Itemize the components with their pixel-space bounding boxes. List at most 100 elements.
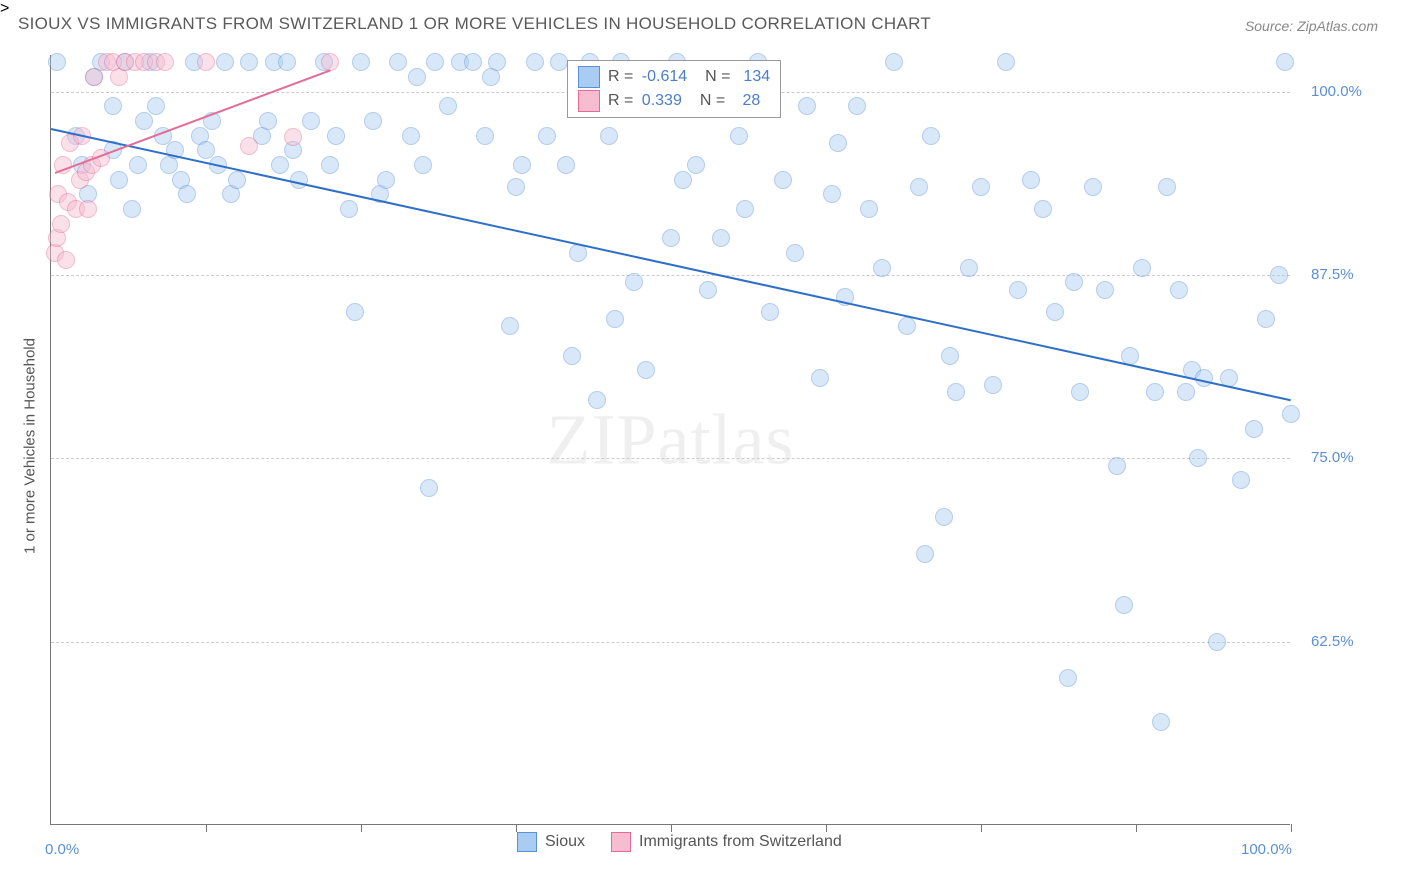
data-point [1115, 596, 1133, 614]
gridline [51, 642, 1290, 643]
data-point [1270, 266, 1288, 284]
data-point [873, 259, 891, 277]
data-point [637, 361, 655, 379]
data-point [1282, 405, 1300, 423]
chart-title: SIOUX VS IMMIGRANTS FROM SWITZERLAND 1 O… [18, 14, 931, 34]
gridline [51, 275, 1290, 276]
x-tick [981, 824, 982, 832]
data-point [48, 53, 66, 71]
data-point [625, 273, 643, 291]
data-point [774, 171, 792, 189]
data-point [1152, 713, 1170, 731]
data-point [674, 171, 692, 189]
data-point [972, 178, 990, 196]
data-point [898, 317, 916, 335]
data-point [52, 215, 70, 233]
data-point [1189, 449, 1207, 467]
data-point [85, 68, 103, 86]
data-point [1096, 281, 1114, 299]
data-point [916, 545, 934, 563]
legend-row: R = -0.614N = 134 [578, 65, 770, 89]
legend-swatch [517, 832, 537, 852]
data-point [829, 134, 847, 152]
data-point [798, 97, 816, 115]
data-point [823, 185, 841, 203]
data-point [57, 251, 75, 269]
data-point [1133, 259, 1151, 277]
data-point [426, 53, 444, 71]
y-tick-label: 75.0% [1311, 449, 1354, 466]
data-point [135, 112, 153, 130]
data-point [1177, 383, 1195, 401]
data-point [420, 479, 438, 497]
source-attribution: Source: ZipAtlas.com [1245, 18, 1378, 34]
data-point [488, 53, 506, 71]
data-point [278, 53, 296, 71]
data-point [346, 303, 364, 321]
data-point [736, 200, 754, 218]
data-point [302, 112, 320, 130]
legend-label: Sioux [545, 833, 585, 851]
data-point [538, 127, 556, 145]
data-point [1059, 669, 1077, 687]
data-point [1034, 200, 1052, 218]
x-tick [361, 824, 362, 832]
data-point [104, 97, 122, 115]
data-point [860, 200, 878, 218]
data-point [687, 156, 705, 174]
data-point [984, 376, 1002, 394]
legend-row: R = 0.339 N = 28 [578, 89, 770, 113]
data-point [557, 156, 575, 174]
data-point [1022, 171, 1040, 189]
data-point [402, 127, 420, 145]
x-tick-label: 100.0% [1241, 841, 1292, 858]
data-point [79, 200, 97, 218]
data-point [284, 128, 302, 146]
data-point [290, 171, 308, 189]
data-point [352, 53, 370, 71]
data-point [885, 53, 903, 71]
data-point [216, 53, 234, 71]
data-point [1276, 53, 1294, 71]
data-point [699, 281, 717, 299]
legend-label: Immigrants from Switzerland [639, 833, 842, 851]
data-point [1009, 281, 1027, 299]
x-tick-label: 0.0% [45, 841, 79, 858]
x-tick [516, 824, 517, 832]
data-point [941, 347, 959, 365]
data-point [271, 156, 289, 174]
y-axis-label: 1 or more Vehicles in Household [22, 338, 39, 554]
data-point [550, 53, 568, 71]
data-point [526, 53, 544, 71]
data-point [389, 53, 407, 71]
data-point [588, 391, 606, 409]
data-point [156, 53, 174, 71]
x-tick [671, 824, 672, 832]
data-point [910, 178, 928, 196]
data-point [761, 303, 779, 321]
data-point [377, 171, 395, 189]
data-point [240, 53, 258, 71]
data-point [730, 127, 748, 145]
legend-swatch [611, 832, 631, 852]
data-point [197, 53, 215, 71]
data-point [935, 508, 953, 526]
data-point [340, 200, 358, 218]
data-point [1065, 273, 1083, 291]
data-point [321, 156, 339, 174]
data-point [1208, 633, 1226, 651]
data-point [123, 200, 141, 218]
data-point [327, 127, 345, 145]
stat-n: N = 28 [700, 92, 760, 110]
data-point [259, 112, 277, 130]
legend-swatch [578, 90, 600, 112]
data-point [997, 53, 1015, 71]
stat-r: R = 0.339 [608, 92, 682, 110]
data-point [129, 156, 147, 174]
y-tick-label: 100.0% [1311, 83, 1362, 100]
data-point [848, 97, 866, 115]
data-point [960, 259, 978, 277]
data-point [408, 68, 426, 86]
data-point [1146, 383, 1164, 401]
data-point [228, 171, 246, 189]
